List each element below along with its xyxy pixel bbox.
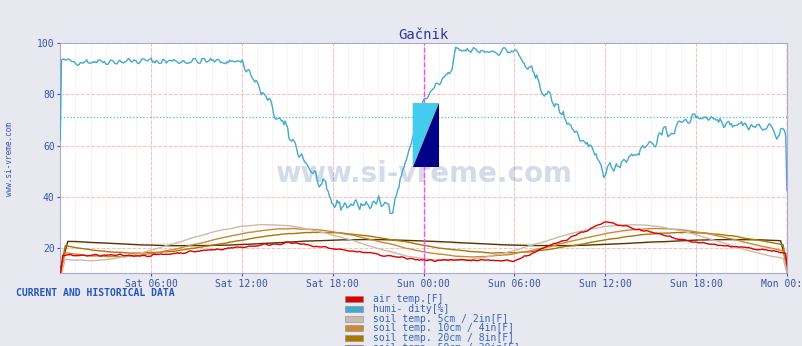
Text: www.si-vreme.com: www.si-vreme.com bbox=[275, 161, 571, 189]
Text: CURRENT AND HISTORICAL DATA: CURRENT AND HISTORICAL DATA bbox=[16, 288, 175, 298]
Text: air temp.[F]: air temp.[F] bbox=[373, 294, 444, 304]
Bar bbox=[412, 103, 439, 167]
Text: soil temp. 5cm / 2in[F]: soil temp. 5cm / 2in[F] bbox=[373, 314, 508, 324]
Text: soil temp. 50cm / 20in[F]: soil temp. 50cm / 20in[F] bbox=[373, 343, 520, 346]
Text: soil temp. 20cm / 8in[F]: soil temp. 20cm / 8in[F] bbox=[373, 333, 514, 343]
Text: soil temp. 10cm / 4in[F]: soil temp. 10cm / 4in[F] bbox=[373, 324, 514, 333]
Title: Gačnik: Gačnik bbox=[398, 28, 448, 42]
Polygon shape bbox=[412, 103, 439, 167]
Polygon shape bbox=[412, 103, 439, 167]
Text: humi- dity[%]: humi- dity[%] bbox=[373, 304, 449, 314]
Text: www.si-vreme.com: www.si-vreme.com bbox=[5, 122, 14, 196]
